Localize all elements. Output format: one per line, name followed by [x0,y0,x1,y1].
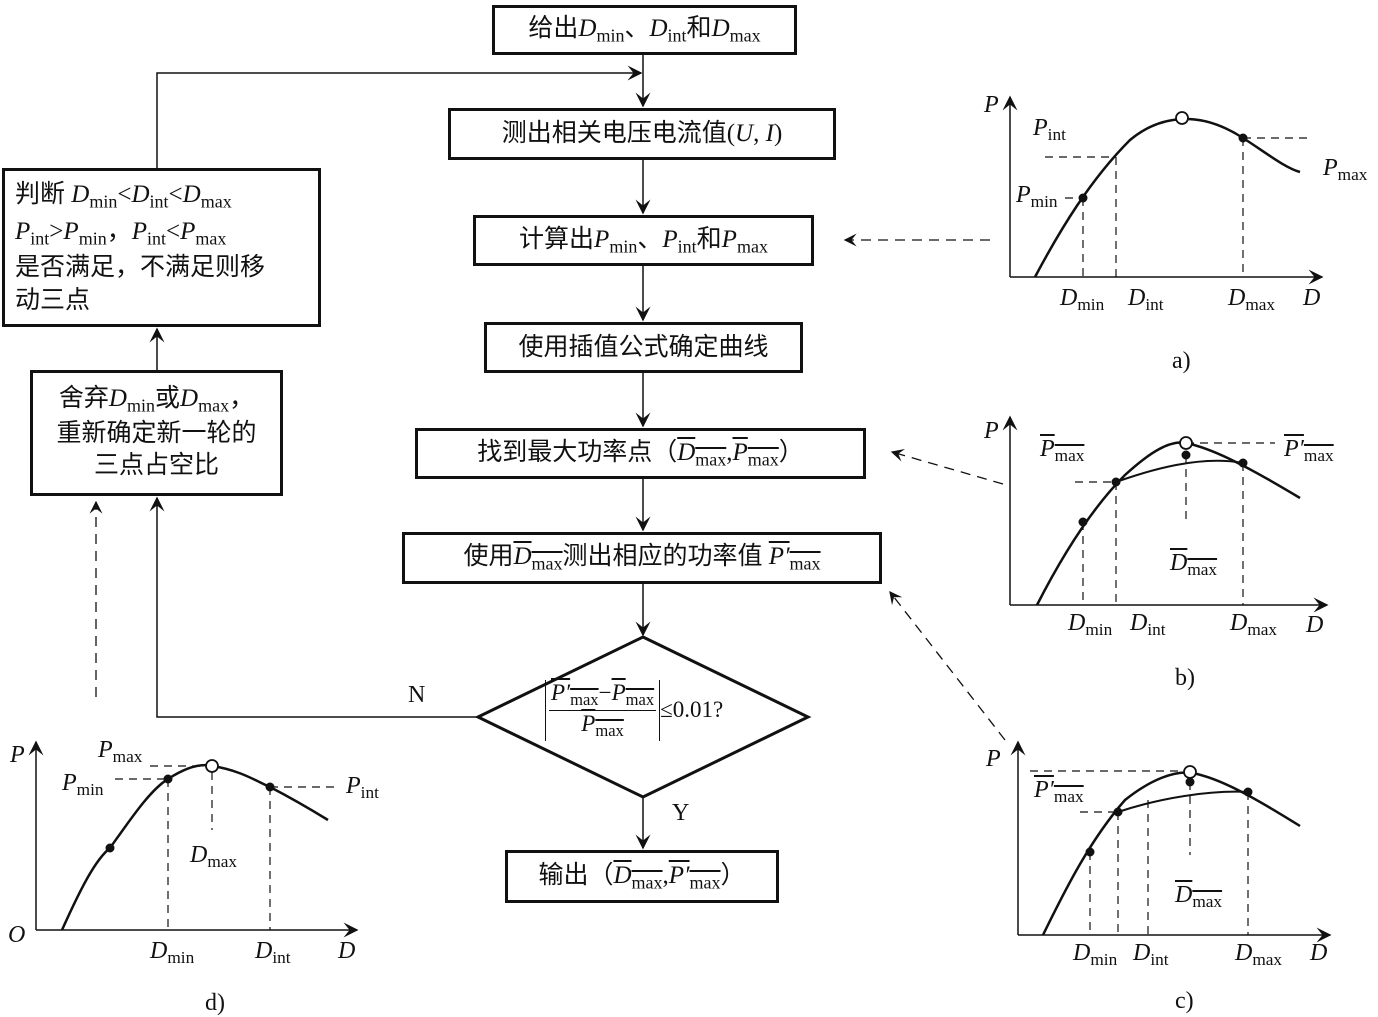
plot-b-caption: b) [1175,665,1195,691]
interpolated-curve [1117,790,1249,813]
no-branch-arrow [149,496,478,718]
judge-line: Pint>Pmin，Pint<Pmax [15,217,227,248]
plot-d-y-axis-label: P [10,742,25,768]
step-measure-power: 使用Dmax测出相应的功率值 P′max [402,532,882,584]
plot-b-x-axis-label: D [1306,612,1324,638]
plot-b-d-int: Dint [1130,610,1166,640]
step-output: 输出（Dmax,P′max） [505,850,779,903]
pv-curve [60,763,329,931]
plot-d-d-max: Dmax [190,842,238,872]
step-find-max-power-point: 找到最大功率点（Dmax,Pmax） [415,428,866,479]
step-text: 使用插值公式确定曲线 [518,333,769,361]
plot-b-d-min: Dmin [1068,610,1113,640]
plot-a-d-max: Dmax [1228,285,1276,315]
step-text: 给出Dmin、Dint和Dmax [528,15,761,46]
plot-d [28,740,359,938]
yes-label: Y [672,800,690,826]
plot-d-d-min: Dmin [150,938,195,968]
dashed-arrow-c [889,590,1006,741]
plot-b [1002,415,1329,613]
pv-curve [1033,117,1301,278]
plot-a-d-int: Dint [1128,285,1164,315]
plot-d-p-min: Pmin [62,770,104,800]
step-judge-conditions: 判断 Dmin<Dint<Dmax Pint>Pmin，Pint<Pmax 是否… [2,168,321,327]
plot-c-d-min: Dmin [1073,940,1118,970]
plot-d-p-int: Pint [346,773,379,803]
plot-b-d-max: Dmax [1230,610,1278,640]
plot-d-d-int: Dint [255,938,291,968]
interpolated-curve [1115,459,1244,483]
plot-a-caption: a) [1172,348,1191,374]
plot-d-caption: d) [205,990,225,1016]
plot-a-p-int: Pint [1033,115,1066,145]
plot-d-p-max: Pmax [98,737,143,767]
plot-a-x-axis-label: D [1303,285,1321,311]
plot-b-p-max-bar: Pmax [1040,436,1085,466]
plot-c-d-max: Dmax [1235,940,1283,970]
step-text: 找到最大功率点（Dmax,Pmax） [477,438,804,469]
plot-c-x-axis-label: D [1310,940,1328,966]
step-text: 输出（Dmax,P′max） [538,861,746,892]
plot-a-p-max: Pmax [1323,155,1368,185]
plot-a-d-min: Dmin [1060,285,1105,315]
step-discard-point: 舍弃Dmin或Dmax， 重新确定新一轮的 三点占空比 [30,370,283,496]
pv-curve [1035,441,1301,606]
decision-numerator: P′max−Pmax [549,680,657,711]
judge-line: 是否满足，不满足则移 [15,253,266,281]
decision-diamond [474,635,812,799]
step-text: 使用Dmax测出相应的功率值 P′max [463,543,821,574]
step-text: 测出相关电压电流值(U, I) [501,120,783,148]
step-calculate-power: 计算出Pmin、Pint和Pmax [473,215,814,266]
discard-line: 三点占空比 [93,452,219,480]
judge-line: 判断 Dmin<Dint<Dmax [15,181,232,212]
no-label: N [408,682,426,708]
plot-c-p-max-prime: P′max [1034,777,1084,807]
plot-b-y-axis-label: P [984,418,999,444]
plot-b-p-max-prime: P′max [1284,436,1334,466]
plot-b-d-max-bar: Dmax [1170,550,1218,580]
max-power-point [1175,111,1189,125]
plot-c [1010,740,1332,943]
plot-a [1002,95,1324,285]
plot-c-d-int: Dint [1133,940,1169,970]
discard-line: 重新确定新一轮的 [56,419,257,447]
loop-back-arrow [156,65,643,168]
plot-c-caption: c) [1175,988,1194,1014]
plot-d-origin: O [8,922,26,948]
step-give-duty-cycles: 给出Dmin、Dint和Dmax [492,5,797,55]
plot-a-y-axis-label: P [984,92,999,118]
dashed-arrow-b [890,448,1004,485]
decision-condition: P′max−Pmax Pmax ≤0.01? [545,680,723,741]
step-interpolate-curve: 使用插值公式确定曲线 [484,322,803,373]
plot-a-p-min: Pmin [1016,182,1058,212]
plot-c-d-max-bar: Dmax [1175,882,1223,912]
plot-d-x-axis-label: D [338,938,356,964]
plot-c-y-axis-label: P [986,746,1001,772]
step-text: 计算出Pmin、Pint和Pmax [519,225,768,256]
decision-denominator: Pmax [581,710,624,740]
decision-threshold: ≤0.01? [660,697,724,723]
judge-line: 动三点 [15,286,91,314]
step-measure-voltage-current: 测出相关电压电流值(U, I) [448,108,836,160]
discard-line: 舍弃Dmin或Dmax， [58,385,255,416]
